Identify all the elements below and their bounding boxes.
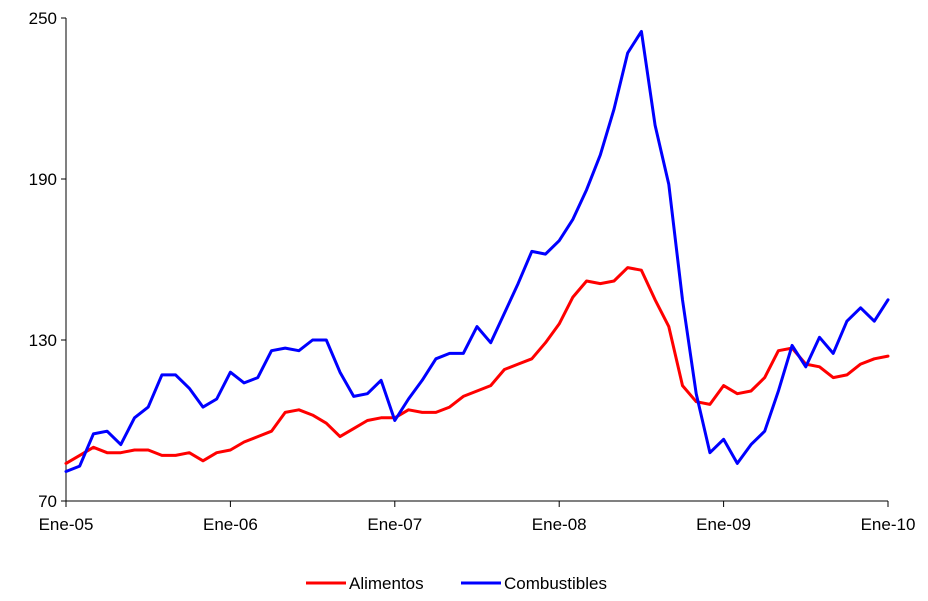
series-line-combustibles	[64, 29, 890, 473]
series-group	[64, 29, 890, 473]
legend-label-combustibles: Combustibles	[504, 574, 607, 593]
x-tick-label: Ene-07	[367, 515, 422, 534]
series-line-alimentos	[64, 266, 890, 465]
legend-label-alimentos: Alimentos	[349, 574, 424, 593]
x-tick-label: Ene-06	[203, 515, 258, 534]
y-tick-label: 70	[38, 492, 57, 511]
x-tick-label: Ene-08	[532, 515, 587, 534]
y-axis-ticks: 70 130 190 250	[29, 9, 66, 511]
x-tick-label: Ene-10	[861, 515, 916, 534]
x-tick-label: Ene-09	[696, 515, 751, 534]
legend: Alimentos Combustibles	[306, 574, 607, 593]
y-tick-label: 250	[29, 9, 57, 28]
y-tick-label: 130	[29, 331, 57, 350]
x-axis-ticks: Ene-05 Ene-06 Ene-07 Ene-08 Ene-09 Ene-10	[39, 501, 916, 534]
y-tick-label: 190	[29, 170, 57, 189]
axes	[65, 18, 888, 502]
x-tick-label: Ene-05	[39, 515, 94, 534]
